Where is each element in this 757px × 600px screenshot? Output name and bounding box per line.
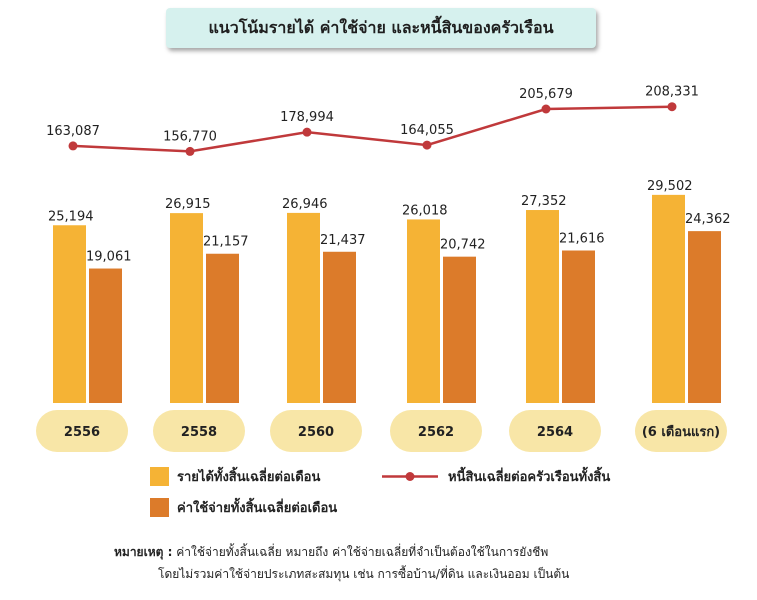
debt-value-label: 156,770	[163, 129, 217, 144]
category-pill	[509, 410, 601, 452]
category-pill	[36, 410, 128, 452]
income-value-label: 27,352	[521, 194, 567, 209]
debt-point	[667, 102, 677, 112]
income-value-label: 25,194	[48, 209, 94, 224]
footnote-line-2: โดยไม่รวมค่าใช้จ่ายประเภทสะสมทุน เช่น กา…	[114, 563, 569, 585]
income-bar	[652, 194, 685, 403]
debt-point	[185, 146, 195, 156]
income-value-label: 29,502	[647, 179, 693, 194]
chart-title-box: แนวโน้มรายได้ ค่าใช้จ่าย และหนี้สินของคร…	[166, 8, 596, 48]
category-label: 2558	[181, 425, 217, 440]
legend-label-debt: หนี้สินเฉลี่ยต่อครัวเรือนทั้งสิ้น	[448, 470, 611, 485]
expense-bar	[89, 268, 122, 403]
debt-point	[68, 141, 78, 151]
income-bar	[407, 219, 440, 403]
debt-point	[541, 104, 551, 114]
legend-item-expense: ค่าใช้จ่ายทั้งสิ้นเฉลี่ยต่อเดือน	[150, 497, 337, 518]
category-label: 2556	[64, 425, 100, 440]
category-label: 2564	[537, 425, 573, 440]
expense-value-label: 19,061	[86, 250, 132, 265]
expense-bar	[443, 256, 476, 403]
legend-label-income: รายได้ทั้งสิ้นเฉลี่ยต่อเดือน	[177, 470, 321, 485]
legend-swatch-income	[150, 467, 169, 486]
income-bar	[53, 225, 86, 403]
expense-value-label: 21,157	[203, 235, 249, 250]
category-label: 2560	[298, 425, 334, 440]
category-pill	[635, 410, 727, 452]
category-pill	[270, 410, 362, 452]
debt-point	[422, 140, 432, 150]
expense-bar	[206, 253, 239, 403]
footnote-text-1: ค่าใช้จ่ายทั้งสิ้นเฉลี่ย หมายถึง ค่าใช้จ…	[176, 545, 549, 559]
debt-value-label: 205,679	[519, 87, 573, 102]
category-pill	[153, 410, 245, 452]
debt-value-label: 163,087	[46, 124, 100, 139]
income-value-label: 26,915	[165, 197, 211, 212]
income-bar	[170, 213, 203, 403]
legend-swatch-expense	[150, 498, 169, 517]
income-value-label: 26,946	[282, 197, 328, 212]
expense-bar	[562, 250, 595, 403]
legend-line-marker-icon	[382, 472, 438, 481]
legend-label-expense: ค่าใช้จ่ายทั้งสิ้นเฉลี่ยต่อเดือน	[177, 501, 338, 516]
debt-value-label: 178,994	[280, 110, 334, 125]
income-value-label: 26,018	[402, 203, 448, 218]
chart-title: แนวโน้มรายได้ ค่าใช้จ่าย และหนี้สินของคร…	[208, 17, 554, 37]
income-bar	[526, 210, 559, 403]
footnote-text-2: โดยไม่รวมค่าใช้จ่ายประเภทสะสมทุน เช่น กา…	[158, 567, 570, 581]
legend-item-debt: หนี้สินเฉลี่ยต่อครัวเรือนทั้งสิ้น	[380, 466, 610, 487]
debt-value-label: 164,055	[400, 123, 454, 138]
expense-value-label: 20,742	[440, 238, 486, 253]
debt-line	[72, 105, 673, 153]
category-label: 2562	[418, 425, 454, 440]
income-bar	[287, 212, 320, 403]
expense-bar	[323, 251, 356, 403]
legend-item-income: รายได้ทั้งสิ้นเฉลี่ยต่อเดือน	[150, 466, 320, 487]
expense-value-label: 21,616	[559, 231, 605, 246]
footnote-label: หมายเหตุ :	[114, 545, 173, 559]
debt-value-label: 208,331	[645, 85, 699, 100]
expense-bar	[688, 231, 721, 403]
category-pill	[390, 410, 482, 452]
expense-value-label: 24,362	[685, 212, 731, 227]
footnote: หมายเหตุ : ค่าใช้จ่ายทั้งสิ้นเฉลี่ย หมาย…	[114, 541, 569, 585]
category-label: (6 เดือนแรก)	[642, 424, 720, 440]
debt-point	[302, 127, 312, 137]
expense-value-label: 21,437	[320, 233, 366, 248]
footnote-line-1: หมายเหตุ : ค่าใช้จ่ายทั้งสิ้นเฉลี่ย หมาย…	[114, 541, 569, 563]
